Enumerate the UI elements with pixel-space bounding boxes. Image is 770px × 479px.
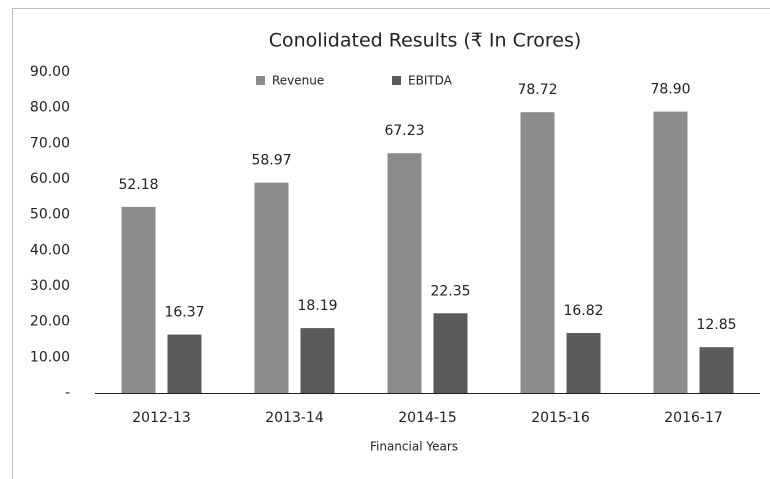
- data-label: 22.35: [430, 283, 470, 299]
- y-tick-label: 90.00: [30, 64, 70, 80]
- legend-swatch: [256, 76, 265, 85]
- y-tick-label: 50.00: [30, 207, 70, 223]
- frame: [12, 8, 770, 479]
- bar: [653, 111, 688, 393]
- data-label: 58.97: [251, 153, 291, 169]
- y-tick-label: 60.00: [30, 171, 70, 187]
- bar: [566, 333, 601, 393]
- data-label: 78.90: [650, 82, 690, 98]
- bar: [520, 112, 555, 394]
- y-tick-label: -: [65, 385, 70, 401]
- legend-label: EBITDA: [408, 74, 453, 88]
- y-tick-label: 20.00: [30, 314, 70, 330]
- data-label: 12.85: [696, 317, 736, 333]
- y-tick-label: 80.00: [30, 100, 70, 116]
- bar: [167, 334, 202, 393]
- bar: [300, 328, 335, 393]
- y-tick-label: 10.00: [30, 349, 70, 365]
- data-label: 16.37: [164, 305, 204, 321]
- x-tick-label: 2015-16: [531, 410, 590, 426]
- bar: [121, 206, 156, 393]
- bar: [699, 347, 734, 393]
- y-tick-label: 30.00: [30, 278, 70, 294]
- x-tick-label: 2012-13: [132, 410, 191, 426]
- bar: [254, 182, 289, 393]
- bar: [387, 153, 422, 393]
- data-label: 78.72: [517, 82, 557, 98]
- chart-title: Conolidated Results (₹ In Crores): [269, 30, 582, 52]
- x-tick-label: 2014-15: [398, 410, 457, 426]
- x-axis-label: Financial Years: [370, 440, 458, 454]
- data-label: 18.19: [297, 298, 337, 314]
- bar: [433, 313, 468, 393]
- legend-swatch: [392, 76, 401, 85]
- x-tick-label: 2013-14: [265, 410, 324, 426]
- x-tick-label: 2016-17: [664, 410, 723, 426]
- data-label: 67.23: [384, 123, 424, 139]
- data-label: 52.18: [118, 177, 158, 193]
- legend-label: Revenue: [272, 74, 324, 88]
- data-label: 16.82: [563, 303, 603, 319]
- y-tick-label: 70.00: [30, 135, 70, 151]
- y-tick-label: 40.00: [30, 242, 70, 258]
